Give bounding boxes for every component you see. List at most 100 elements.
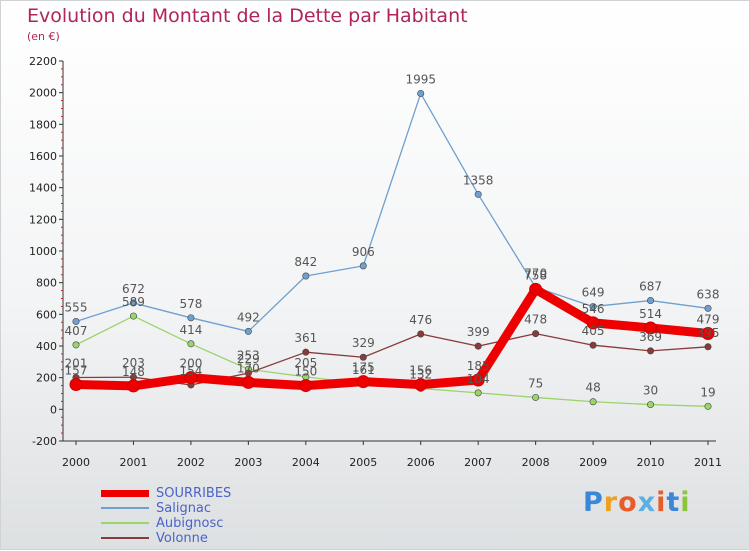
data-label-salignac: 1358 [463, 173, 494, 187]
y-minor-tick [61, 361, 63, 363]
y-minor-tick [61, 195, 63, 197]
data-point-salignac [244, 327, 252, 335]
data-point-volonne [589, 341, 597, 349]
data-label-volonne: 154 [179, 364, 202, 378]
y-minor-tick [61, 369, 63, 371]
data-point-sourribes [471, 373, 485, 387]
data-point-aubignosc [704, 402, 712, 410]
data-point-sourribes [701, 326, 715, 340]
logo-letter: o [618, 487, 638, 518]
data-label-salignac: 492 [237, 310, 260, 324]
data-point-sourribes [241, 375, 255, 389]
y-minor-tick [61, 416, 63, 418]
legend-item-sourribes: SOURRIBES [101, 486, 361, 501]
data-label-salignac: 1995 [405, 72, 436, 86]
y-minor-tick [61, 84, 63, 86]
y-minor-tick [61, 321, 63, 323]
data-label-sourribes: 514 [639, 307, 662, 321]
y-minor-tick [61, 179, 63, 181]
y-tick-label: 800 [36, 277, 57, 290]
data-point-sourribes [414, 378, 428, 392]
data-point-sourribes [299, 379, 313, 393]
legend-item-volonne: Volonne [101, 531, 361, 546]
data-point-volonne [417, 330, 425, 338]
y-minor-tick [61, 393, 63, 394]
data-point-sourribes [69, 377, 83, 391]
data-label-salignac: 906 [352, 245, 375, 259]
data-label-sourribes: 758 [524, 268, 547, 282]
data-label-salignac: 672 [122, 282, 145, 296]
data-label-volonne: 478 [524, 313, 547, 327]
data-point-volonne [704, 343, 712, 351]
data-label-volonne: 476 [409, 313, 432, 327]
data-label-salignac: 638 [697, 287, 720, 301]
data-point-salignac [187, 314, 195, 322]
y-tick-label: 400 [36, 340, 57, 353]
data-label-aubignosc: 132 [409, 367, 432, 381]
data-label-sourribes: 479 [697, 312, 720, 326]
legend-swatch-salignac [101, 507, 149, 509]
y-minor-tick [61, 226, 63, 228]
data-label-aubignosc: 407 [65, 324, 88, 338]
y-tick-label: 1400 [29, 182, 57, 195]
y-minor-tick [61, 424, 63, 426]
data-label-volonne: 229 [237, 352, 260, 366]
data-label-volonne: 399 [467, 325, 490, 339]
y-minor-tick [61, 353, 63, 355]
data-label-aubignosc: 414 [179, 323, 202, 337]
legend-swatch-sourribes [101, 490, 149, 497]
y-minor-tick [61, 432, 63, 434]
data-label-sourribes: 150 [294, 365, 317, 379]
data-point-salignac [72, 317, 80, 325]
x-tick-label: 2004 [292, 456, 320, 469]
x-tick-label: 2005 [349, 456, 377, 469]
data-label-salignac: 842 [294, 255, 317, 269]
data-label-aubignosc: 104 [467, 372, 490, 386]
x-tick-label: 2009 [579, 456, 607, 469]
data-label-volonne: 369 [639, 330, 662, 344]
series-line-sourribes [71, 284, 713, 391]
x-tick-label: 2007 [464, 456, 492, 469]
data-point-volonne [647, 347, 655, 355]
chart-title: Evolution du Montant de la Dette par Hab… [27, 5, 468, 27]
logo-letter: r [603, 487, 619, 518]
logo-letter: t [666, 487, 681, 518]
y-minor-tick [61, 100, 63, 102]
data-point-volonne [359, 353, 367, 361]
data-label-sourribes: 170 [237, 361, 260, 375]
y-tick-label: 0 [50, 403, 57, 416]
y-minor-tick [61, 234, 63, 236]
legend-label-sourribes: SOURRIBES [156, 486, 232, 501]
y-minor-tick [61, 337, 63, 339]
x-tick-label: 2010 [637, 456, 665, 469]
y-tick-label: 2200 [29, 55, 57, 68]
chart-unit-label: (en €) [27, 30, 60, 43]
legend-swatch-volonne [101, 537, 149, 539]
data-label-salignac: 770 [524, 266, 547, 280]
data-label-salignac: 649 [582, 286, 605, 300]
y-minor-tick [61, 329, 63, 331]
x-tick-label: 2006 [407, 456, 435, 469]
data-label-aubignosc: 253 [237, 348, 260, 362]
data-point-aubignosc [532, 393, 540, 401]
y-minor-tick [61, 147, 63, 149]
y-minor-tick [61, 258, 63, 260]
x-tick-label: 2001 [119, 456, 147, 469]
data-point-aubignosc [474, 389, 482, 397]
legend-item-aubignosc: Aubignosc [101, 516, 361, 531]
data-point-sourribes [529, 282, 543, 296]
data-point-volonne [532, 330, 540, 338]
data-point-aubignosc [72, 341, 80, 349]
data-label-volonne: 203 [122, 356, 145, 370]
data-label-sourribes: 148 [122, 365, 145, 379]
data-point-aubignosc [187, 340, 195, 348]
data-label-aubignosc: 75 [528, 376, 543, 390]
y-minor-tick [61, 305, 63, 307]
logo-letter: i [680, 487, 691, 518]
data-point-aubignosc [129, 312, 137, 320]
legend-label-volonne: Volonne [156, 531, 208, 546]
y-minor-tick [61, 76, 63, 78]
data-point-sourribes [586, 316, 600, 330]
data-label-salignac: 578 [179, 297, 202, 311]
